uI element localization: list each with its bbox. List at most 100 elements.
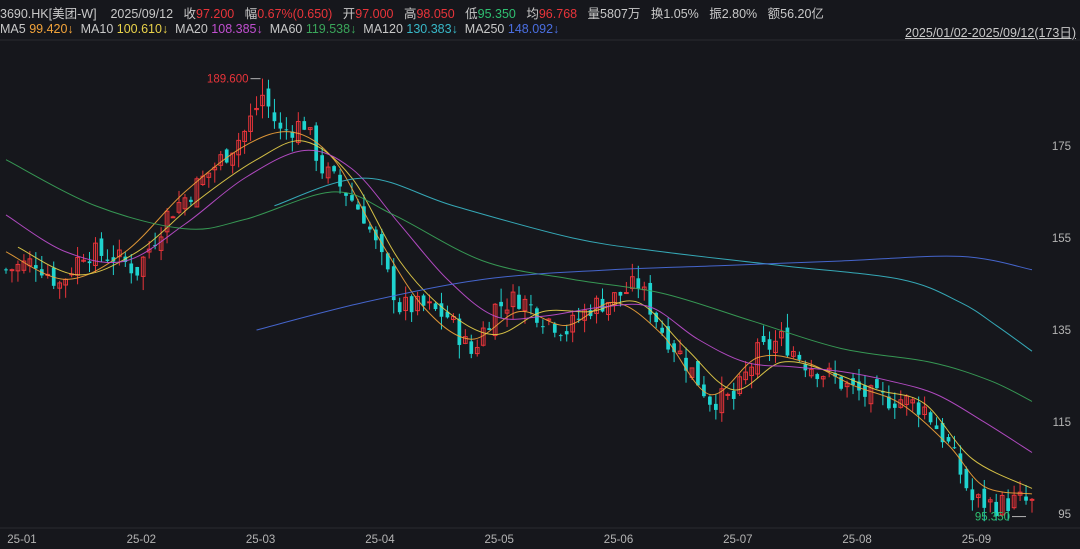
candle-body	[462, 336, 468, 344]
candle-body	[684, 357, 688, 371]
turnover-value: 换1.05%	[650, 7, 699, 21]
y-tick-label: 95	[1058, 509, 1071, 521]
candle-body	[564, 331, 569, 335]
candle-body	[116, 249, 122, 258]
low-value: 95.350	[477, 7, 516, 21]
candle-body	[987, 499, 993, 503]
open-label: 开	[342, 7, 356, 21]
ma10-label: MA10	[80, 22, 114, 36]
amount-value: 额56.20亿	[767, 7, 824, 21]
candle-body	[994, 501, 999, 516]
candle-body	[290, 131, 295, 138]
ma250-label: MA250	[464, 22, 505, 36]
candle-body	[409, 296, 414, 313]
candle-body	[368, 226, 372, 230]
candle-body	[767, 339, 772, 350]
candle-body	[654, 312, 659, 323]
date-range-link[interactable]: 2025/01/02-2025/09/12(173日)	[905, 26, 1076, 40]
candle-body	[254, 107, 259, 111]
low-label: 低	[465, 7, 478, 21]
quote-info-row: 3690.HK[美团-W] 2025/09/12 收97.200 幅0.67%(…	[0, 3, 824, 21]
candle-body	[648, 282, 653, 315]
candle-body	[302, 121, 307, 130]
candle-body	[87, 261, 92, 264]
candle-body	[785, 327, 790, 356]
x-tick-label: 25-05	[484, 534, 513, 546]
candle-body	[892, 403, 897, 408]
x-tick-label: 25-01	[7, 534, 36, 546]
candle-body	[1029, 498, 1035, 501]
candle-body	[338, 174, 342, 187]
open-value: 97.000	[355, 7, 394, 21]
candle-body	[797, 354, 802, 360]
candle-body	[844, 382, 850, 388]
candle-body	[1011, 494, 1017, 509]
candle-body	[320, 155, 325, 174]
candle-body	[332, 166, 336, 172]
ma5-value: 99.420↓	[29, 22, 74, 36]
close-label: 收	[183, 7, 197, 21]
candle-body	[808, 368, 814, 377]
candle-body	[81, 259, 86, 262]
candle-body	[272, 112, 277, 122]
candle-body	[397, 302, 402, 313]
candle-body	[875, 379, 879, 389]
candle-body	[737, 376, 743, 395]
candle-body	[362, 206, 366, 224]
candle-body	[164, 210, 170, 233]
candle-body	[284, 129, 289, 131]
candle-body	[612, 292, 617, 306]
high-label: 高	[403, 7, 417, 21]
candle-body	[111, 257, 116, 262]
ma-line-ma10	[17, 140, 1033, 489]
candle-body	[194, 178, 200, 208]
candle-body	[510, 291, 516, 308]
candle-body	[93, 242, 98, 267]
candle-body	[529, 304, 533, 306]
candle-body	[445, 311, 450, 318]
candle-body	[356, 204, 360, 210]
x-tick-label: 25-04	[365, 534, 395, 546]
candle-body	[421, 295, 426, 306]
candle-body	[218, 154, 224, 166]
candle-body	[57, 282, 63, 289]
candle-body	[541, 326, 545, 328]
ma20-label: MA20	[175, 22, 208, 36]
candle-body	[15, 263, 21, 272]
x-tick-label: 25-06	[604, 534, 633, 546]
candle-body	[851, 378, 855, 385]
candle-body	[504, 309, 510, 314]
candle-body	[743, 371, 749, 381]
candle-body	[791, 350, 796, 357]
max-price-label: 189.600	[207, 74, 249, 86]
candle-body	[433, 303, 438, 310]
candle-body	[713, 403, 718, 410]
candle-body	[910, 399, 916, 404]
candle-body	[857, 381, 861, 391]
candle-body	[868, 385, 874, 405]
candle-body	[260, 94, 265, 107]
candle-body	[9, 269, 15, 272]
candle-body	[427, 301, 432, 304]
candle-body	[474, 346, 480, 355]
candle-body	[946, 437, 951, 442]
candle-body	[170, 216, 176, 219]
candle-body	[928, 412, 933, 423]
y-tick-label: 135	[1052, 325, 1071, 337]
ma120-value: 130.383↓	[406, 22, 458, 36]
symbol-label: 3690.HK[美团-W]	[0, 7, 97, 21]
candle-body	[552, 323, 557, 333]
amplitude-value: 振2.80%	[709, 7, 758, 21]
candle-body	[236, 139, 241, 156]
candle-body	[1006, 498, 1010, 511]
candle-body	[350, 195, 354, 201]
candle-body	[158, 236, 164, 251]
candle-body	[970, 489, 975, 501]
candle-body	[833, 373, 838, 377]
ma-line-ma250	[256, 255, 1033, 331]
ma-legend-row: MA5 99.420↓ MA10 100.610↓ MA20 108.385↓ …	[0, 22, 559, 38]
candle-body	[934, 425, 939, 430]
candle-body	[839, 376, 843, 389]
candle-body	[21, 260, 27, 271]
